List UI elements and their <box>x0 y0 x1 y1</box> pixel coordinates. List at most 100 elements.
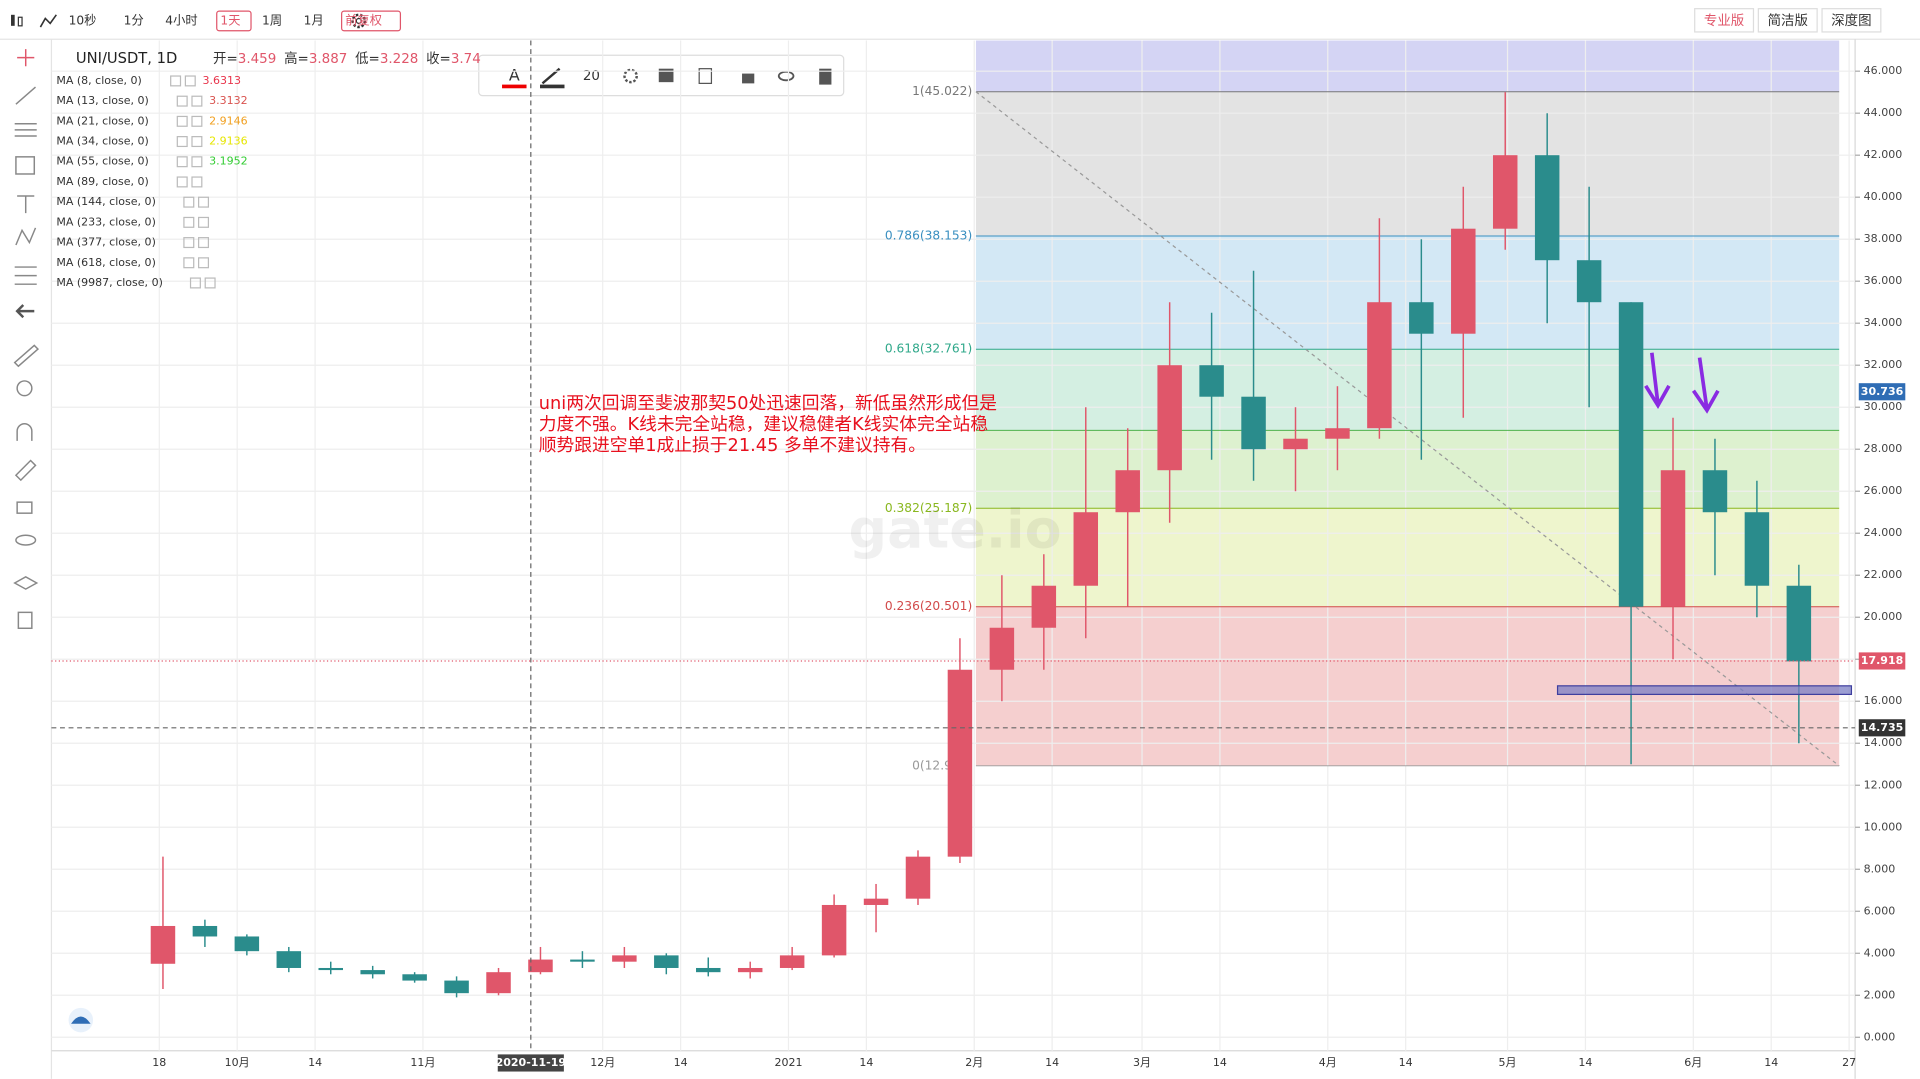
candle-body <box>1199 365 1224 397</box>
indicator-icon[interactable] <box>39 14 57 28</box>
interval-button[interactable]: 10秒 <box>69 13 97 27</box>
ma-close-icon[interactable] <box>204 277 216 289</box>
fib-tool[interactable] <box>14 123 37 137</box>
ma-label: MA (21, close, 0) <box>56 114 149 127</box>
ma-close-icon[interactable] <box>197 257 210 269</box>
y-tick-label: 26.000 <box>1864 484 1903 497</box>
candle-body <box>1660 470 1686 607</box>
ohlc-item: 开=3.459 <box>213 52 276 67</box>
ma-close-icon[interactable] <box>197 196 210 208</box>
text-color-button[interactable]: A <box>509 66 520 85</box>
y-tick-label: 4.000 <box>1864 946 1896 959</box>
candle-body <box>1073 512 1099 586</box>
annotation-line: 力度不强。K线未完全站稳，建议稳健者K线实体完全站稳 <box>539 414 989 435</box>
zoom-tool[interactable] <box>16 380 33 397</box>
settings-icon[interactable] <box>351 13 367 29</box>
font-size-button[interactable]: 20 <box>583 69 600 84</box>
ma-settings-icon[interactable] <box>183 237 195 249</box>
ma-settings-icon[interactable] <box>183 196 195 208</box>
ma-label: MA (233, close, 0) <box>56 215 156 228</box>
lock-tool[interactable] <box>16 501 33 514</box>
ma-settings-icon[interactable] <box>176 176 188 188</box>
view-button[interactable]: 专业版 <box>1704 13 1744 29</box>
price-marker-box <box>1858 719 1906 737</box>
interval-button[interactable]: 1月 <box>304 13 324 27</box>
prediction-tool[interactable] <box>14 266 37 285</box>
trendline-tool[interactable] <box>15 86 36 105</box>
candle-body <box>1115 470 1140 513</box>
clone-button[interactable] <box>698 68 713 84</box>
text-tool[interactable] <box>17 195 35 214</box>
ma-settings-icon[interactable] <box>189 277 201 289</box>
ma-settings-icon[interactable] <box>176 156 188 168</box>
view-box <box>1694 8 1755 33</box>
magnet-tool[interactable] <box>16 423 33 441</box>
fib-top-band <box>975 40 1840 92</box>
layers-tool[interactable] <box>13 576 39 590</box>
ma-close-icon[interactable] <box>191 115 203 127</box>
candle-body <box>570 959 595 962</box>
view-button[interactable]: 简洁版 <box>1768 12 1808 29</box>
ma-close-icon[interactable] <box>191 136 203 148</box>
back-tool[interactable] <box>15 304 35 319</box>
y-tick-label: 12.000 <box>1864 778 1903 791</box>
candle-body <box>1241 396 1266 450</box>
ma-settings-icon[interactable] <box>176 115 188 127</box>
ma-value: 2.9146 <box>209 114 248 127</box>
y-tick-label: 16.000 <box>1864 694 1903 707</box>
toolbar <box>11 13 367 29</box>
arrow <box>1644 352 1671 410</box>
ma-close-icon[interactable] <box>191 156 203 168</box>
ma-settings-icon[interactable] <box>176 95 188 107</box>
fib-band <box>975 508 1840 607</box>
x-tick-label: 11月 <box>410 1056 435 1069</box>
delete-button[interactable] <box>819 68 832 85</box>
ma-settings-icon[interactable] <box>176 136 188 148</box>
ma-settings-icon[interactable] <box>183 216 195 228</box>
shape-tool[interactable] <box>15 156 36 175</box>
delete-tool[interactable] <box>17 611 33 630</box>
ruler-tool[interactable] <box>13 344 40 368</box>
y-tick-label: 22.000 <box>1864 568 1903 581</box>
visibility-tool[interactable] <box>15 534 37 546</box>
fill-button[interactable] <box>658 68 674 83</box>
view-box <box>1821 8 1882 33</box>
candle-body <box>696 967 721 973</box>
candle-body <box>821 904 847 956</box>
candle-body <box>1618 302 1644 607</box>
interval-button[interactable]: 4小时 <box>165 13 197 27</box>
ohlc-label: 高= <box>284 50 309 67</box>
interval-active-box <box>216 10 252 32</box>
ma-settings-icon[interactable] <box>183 257 195 269</box>
adjust-button[interactable]: 前复权 <box>345 12 382 27</box>
ma-close-icon[interactable] <box>191 176 203 188</box>
candle-icon[interactable] <box>11 14 23 27</box>
ma-close-icon[interactable] <box>184 75 196 87</box>
y-tick-label: 2.000 <box>1864 988 1896 1001</box>
support-zone <box>1556 685 1853 696</box>
interval-button[interactable]: 1天 <box>220 13 240 27</box>
ma-close-icon[interactable] <box>191 95 203 107</box>
ma-close-icon[interactable] <box>197 237 210 249</box>
left-sidebar <box>13 49 40 630</box>
crosshair-date-label: 2020-11-19 <box>496 1056 566 1069</box>
candle-body <box>486 972 511 994</box>
y-tick-label: 6.000 <box>1864 904 1896 917</box>
draw-mode-tool[interactable] <box>14 459 37 482</box>
fib-label: 0.618(32.761) <box>885 342 972 356</box>
crosshair-tool[interactable] <box>17 49 35 67</box>
interval-button[interactable]: 1周 <box>262 13 282 27</box>
fib-label: 0.786(38.153) <box>885 228 972 242</box>
lock-button[interactable] <box>742 73 755 84</box>
ma-label: MA (8, close, 0) <box>56 74 142 87</box>
price-marker-label: 17.918 <box>1861 654 1904 667</box>
pattern-tool[interactable] <box>15 227 37 246</box>
ma-label: MA (144, close, 0) <box>56 195 156 208</box>
view-button[interactable]: 深度图 <box>1831 13 1871 29</box>
interval-button[interactable]: 1分 <box>124 13 144 27</box>
ma-settings-icon[interactable] <box>170 75 182 87</box>
ma-close-icon[interactable] <box>197 216 210 228</box>
y-tick-label: 20.000 <box>1864 610 1903 623</box>
candle-body <box>192 925 218 937</box>
ma-value: 3.1952 <box>209 155 248 168</box>
